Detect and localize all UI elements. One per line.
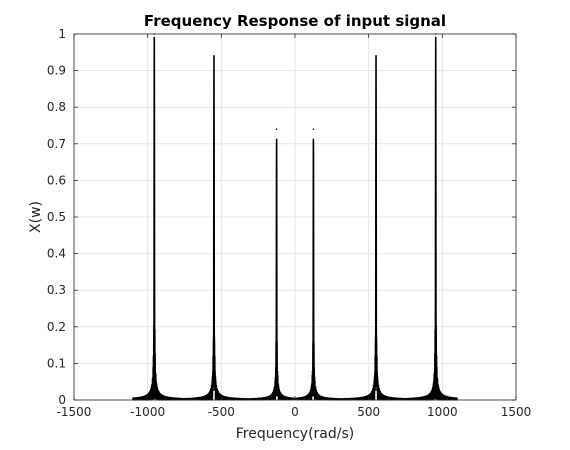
peak-point [213, 55, 215, 57]
x-tick-label: -1500 [57, 405, 92, 419]
x-tick-label: -1000 [130, 405, 165, 419]
x-tick-label: 1000 [427, 405, 458, 419]
x-tick-label: 1500 [501, 405, 532, 419]
y-tick-label: 0.9 [47, 64, 66, 78]
x-tick-label: 500 [357, 405, 380, 419]
x-tick-label: 0 [291, 405, 299, 419]
y-tick-label: 0.5 [47, 210, 66, 224]
x-tick-label: -500 [208, 405, 235, 419]
y-tick-label: 0 [58, 393, 66, 407]
y-tick-label: 0.2 [47, 320, 66, 334]
x-axis-label: Frequency(rad/s) [236, 426, 354, 442]
y-tick-label: 0.4 [47, 247, 66, 261]
y-tick-label: 0.6 [47, 173, 66, 187]
chart-title: Frequency Response of input signal [144, 12, 446, 30]
y-tick-label: 0.3 [47, 283, 66, 297]
peak-point [375, 55, 377, 57]
y-tick-label: 1 [58, 27, 66, 41]
peak-point [275, 128, 278, 130]
y-axis-label: X(w) [28, 201, 44, 233]
ticks: -1500 -1000 -500 0 500 1000 1500 0 0.1 0.2 0.3 0.4 0… [47, 27, 531, 419]
y-tick-label: 0.8 [47, 100, 66, 114]
peak-point [312, 128, 315, 130]
y-tick-label: 0.7 [47, 137, 66, 151]
y-tick-label: 0.1 [47, 356, 66, 370]
